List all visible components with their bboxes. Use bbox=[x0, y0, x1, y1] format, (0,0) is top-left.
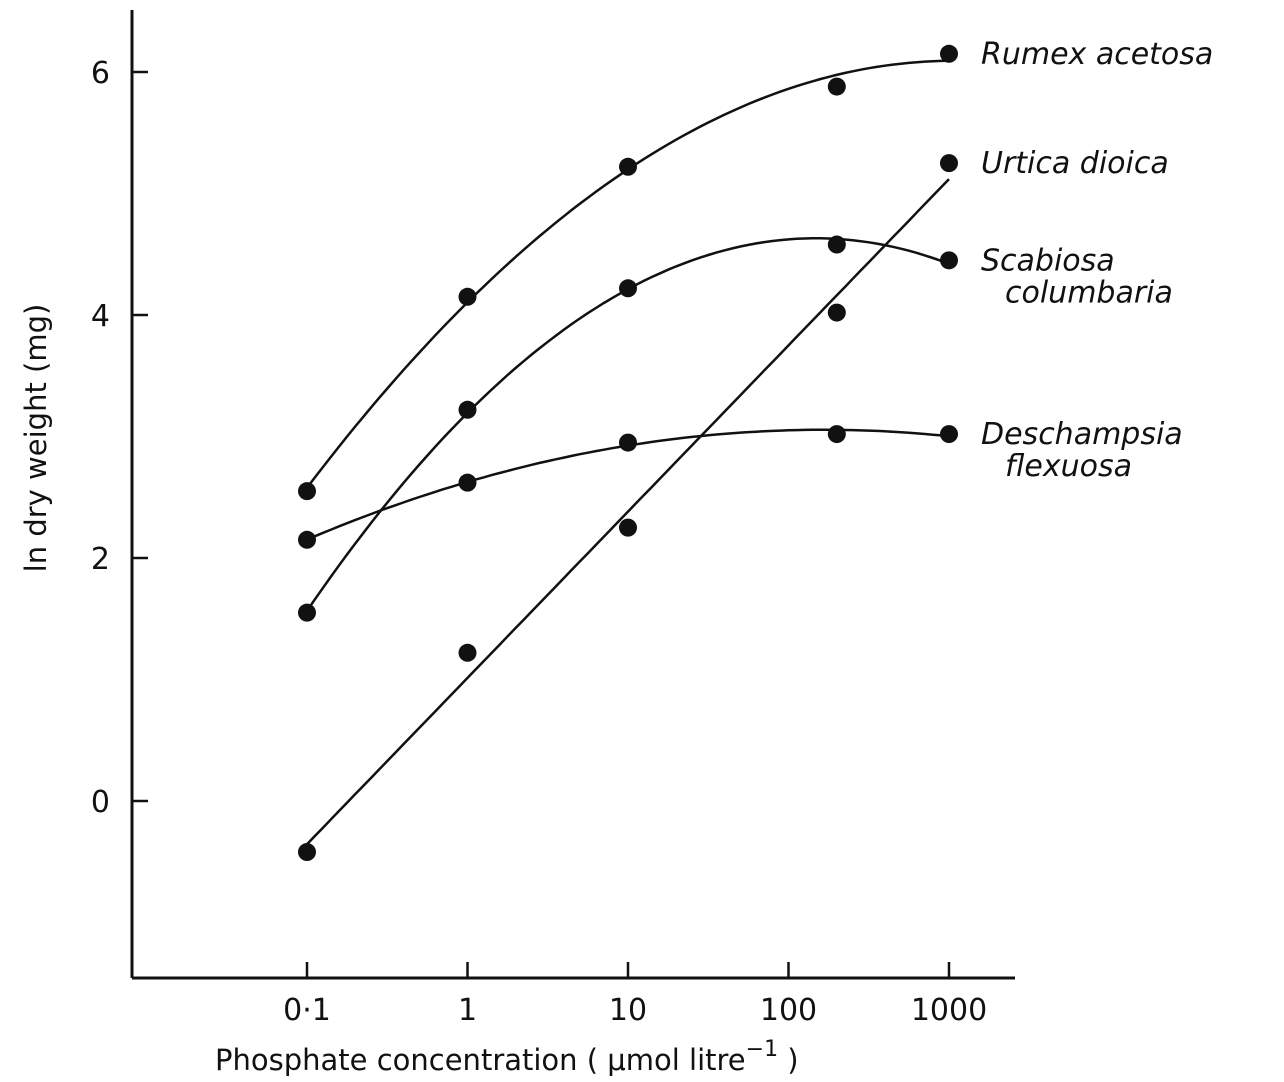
y-tick-label: 2 bbox=[91, 542, 110, 577]
series-labels: Rumex acetosa Urtica dioica Scabiosacolumb… bbox=[981, 37, 1213, 484]
points bbox=[298, 44, 958, 862]
data-point-urtica-dioica bbox=[619, 518, 637, 537]
data-point-rumex-acetosa bbox=[298, 482, 316, 501]
data-point-deschampsia-flexuosa bbox=[458, 473, 477, 492]
data-point-urtica-dioica bbox=[458, 643, 477, 662]
series-label-deschampsia-flexuosa: Deschampsia bbox=[981, 417, 1183, 452]
series-line-rumex-acetosa bbox=[306, 59, 950, 489]
x-tick-label: 1 bbox=[458, 993, 477, 1028]
x-axis-title-superscript: −1 bbox=[746, 1037, 778, 1062]
ticks: 0·1 1 10 100 1000 0 2 4 6 bbox=[91, 56, 987, 1028]
data-point-urtica-dioica bbox=[298, 843, 316, 862]
data-point-rumex-acetosa bbox=[827, 77, 846, 96]
y-tick-label: 0 bbox=[91, 785, 110, 820]
series-label-deschampsia-flexuosa: flexuosa bbox=[1005, 449, 1132, 484]
series-label-rumex-acetosa: Rumex acetosa bbox=[981, 37, 1213, 72]
axes bbox=[130, 10, 1015, 980]
series-label-urtica-dioica: Urtica dioica bbox=[981, 146, 1169, 181]
series-label-scabiosa-columbaria: columbaria bbox=[1005, 275, 1173, 310]
x-tick-label: 100 bbox=[760, 993, 817, 1028]
data-point-scabiosa-columbaria bbox=[458, 400, 477, 419]
data-point-urtica-dioica bbox=[940, 154, 958, 173]
x-tick-label: 10 bbox=[609, 993, 647, 1028]
data-point-deschampsia-flexuosa bbox=[298, 530, 316, 549]
x-axis-title: Phosphate concentration ( μmol litre−1 ) bbox=[215, 1037, 799, 1077]
data-point-urtica-dioica bbox=[827, 303, 846, 322]
data-point-deschampsia-flexuosa bbox=[827, 425, 846, 444]
x-tick-label: 1000 bbox=[911, 993, 987, 1028]
series-label-scabiosa-columbaria: Scabiosa bbox=[981, 243, 1115, 278]
x-tick-label: 0·1 bbox=[283, 993, 331, 1028]
x-axis-title-close: ) bbox=[778, 1043, 799, 1077]
series-line-urtica-dioica bbox=[306, 178, 950, 846]
data-point-rumex-acetosa bbox=[940, 44, 958, 63]
y-axis-title: ln dry weight (mg) bbox=[19, 304, 53, 573]
x-axis-title-main: Phosphate concentration ( μmol litre bbox=[215, 1043, 746, 1077]
data-point-scabiosa-columbaria bbox=[940, 251, 958, 270]
data-point-scabiosa-columbaria bbox=[298, 603, 316, 622]
data-point-rumex-acetosa bbox=[619, 157, 637, 176]
curves bbox=[305, 59, 950, 846]
data-point-deschampsia-flexuosa bbox=[940, 425, 958, 444]
y-tick-label: 6 bbox=[91, 56, 110, 91]
data-point-rumex-acetosa bbox=[458, 287, 477, 306]
data-point-deschampsia-flexuosa bbox=[619, 433, 637, 452]
data-point-scabiosa-columbaria bbox=[619, 279, 637, 298]
data-point-scabiosa-columbaria bbox=[827, 235, 846, 254]
y-tick-label: 4 bbox=[91, 299, 110, 334]
